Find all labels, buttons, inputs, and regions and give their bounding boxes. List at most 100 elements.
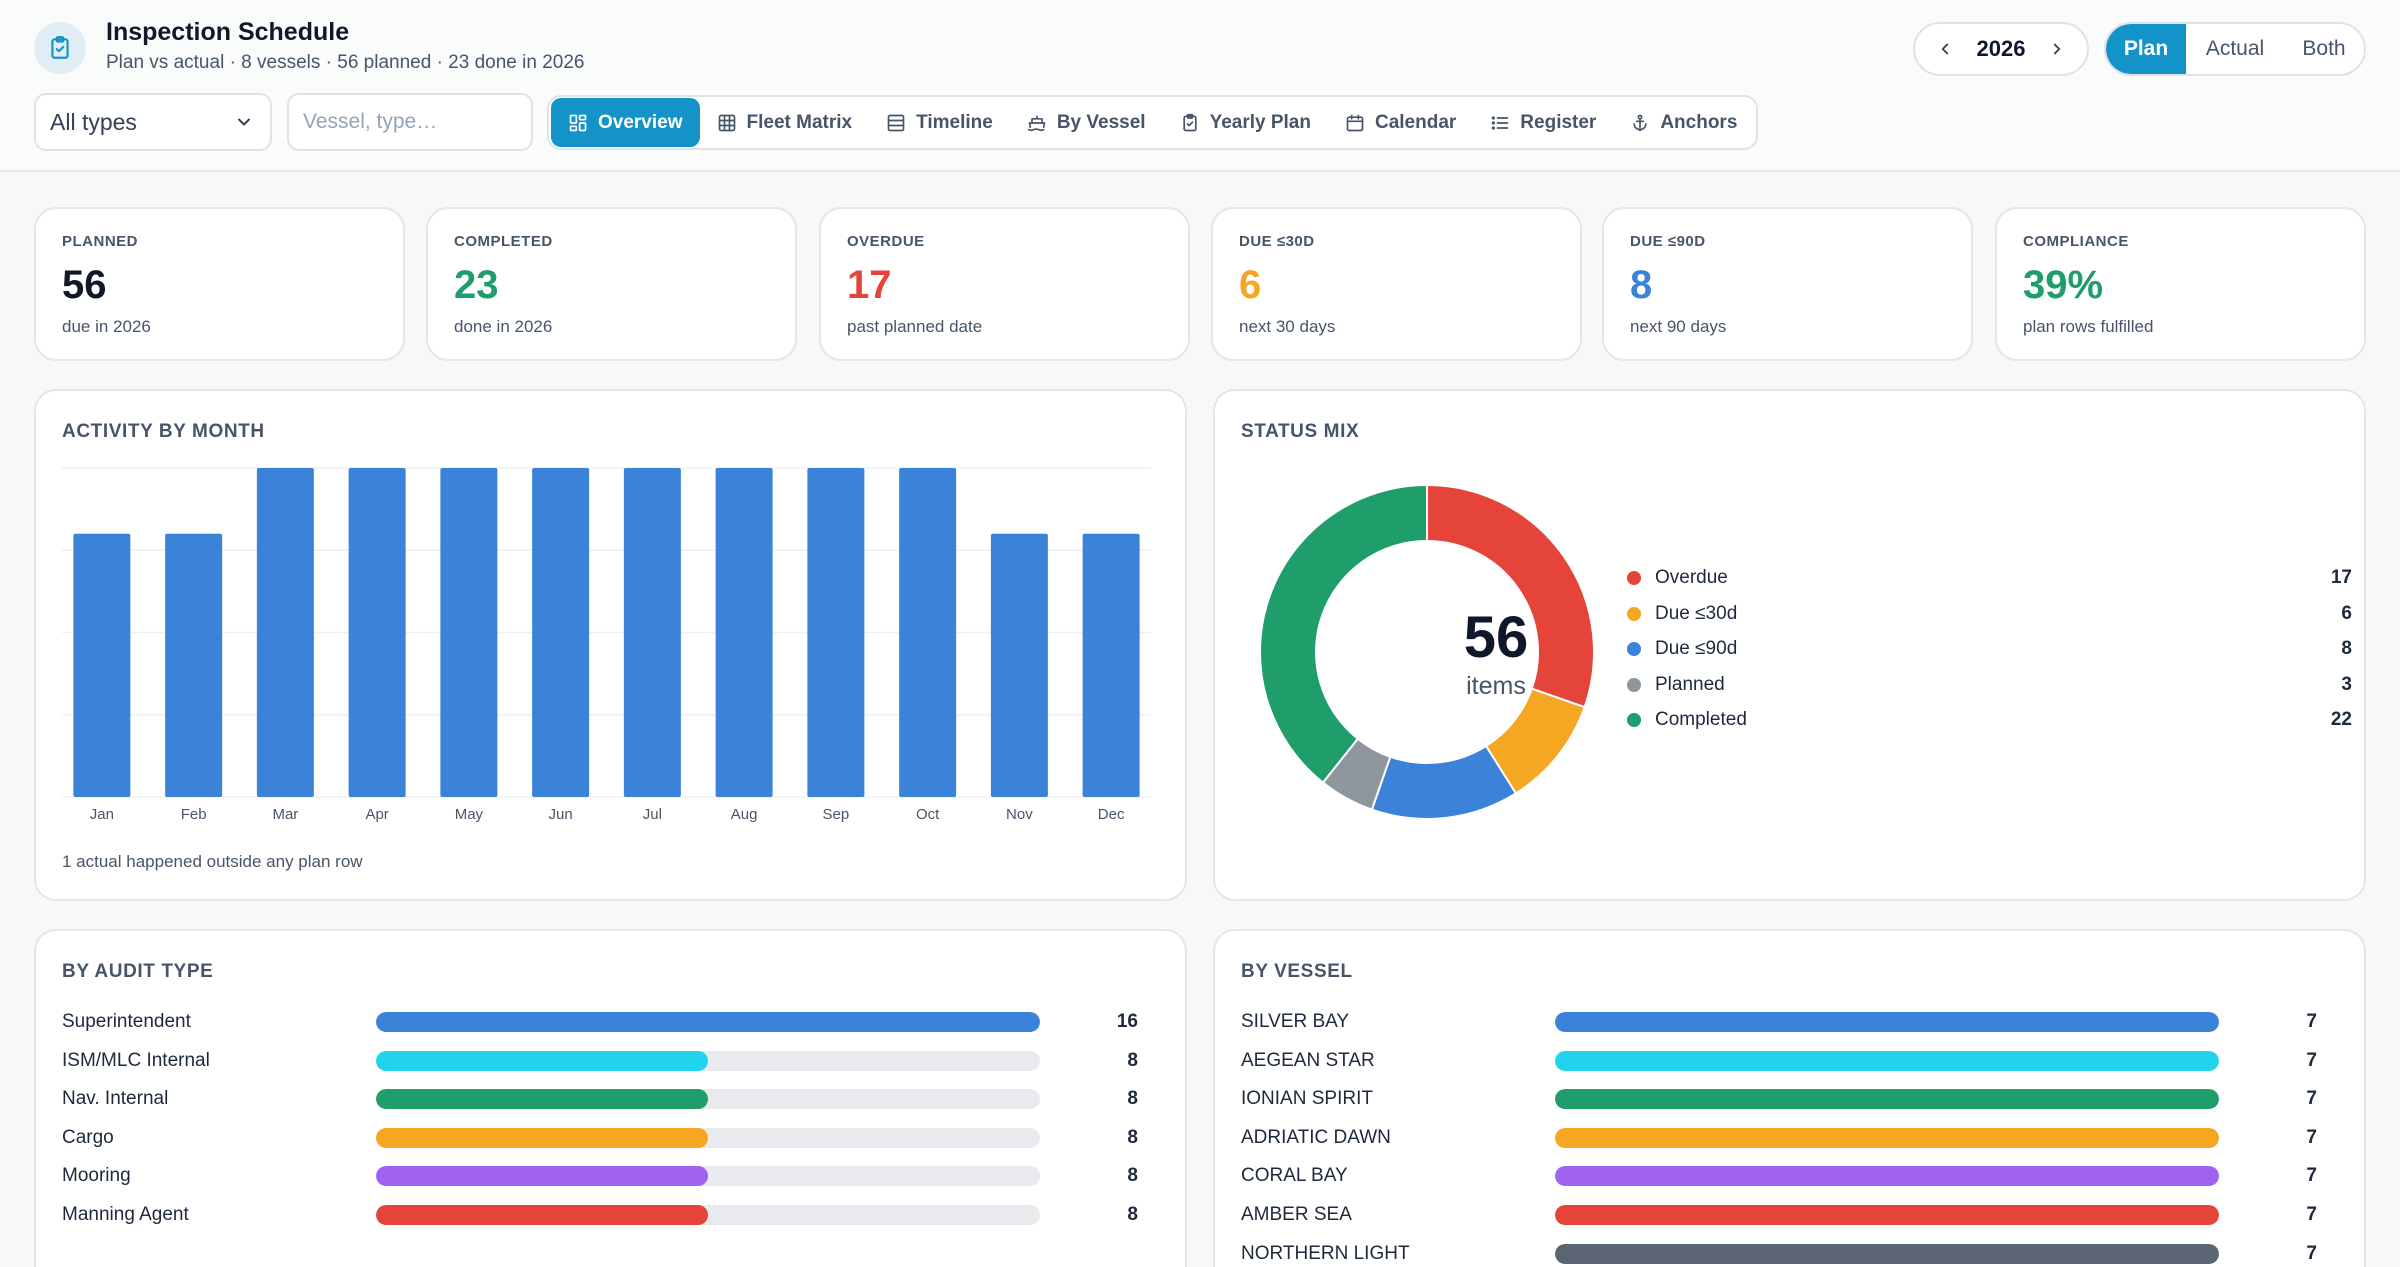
bar-row-count: 8 (1127, 1126, 1138, 1148)
bar-row-label: NORTHERN LIGHT (1241, 1242, 1410, 1264)
bar-track (1555, 1012, 2219, 1032)
type-filter-select[interactable]: All types (34, 93, 272, 151)
page-title: Inspection Schedule (106, 18, 350, 46)
calendar-icon (1346, 114, 1364, 131)
legend-label: Completed (1655, 709, 1747, 730)
bar-row-count: 8 (1127, 1049, 1138, 1071)
bar-row: Cargo 8 (62, 1125, 1162, 1151)
kpi-value: 39% (2023, 263, 2104, 307)
kpi-value: 8 (1630, 263, 1653, 307)
bar-fill (376, 1050, 708, 1071)
kpi-value: 23 (454, 263, 499, 307)
bar-sep (807, 468, 865, 797)
month-label: Aug (730, 806, 758, 823)
bar-row-count: 7 (2306, 1242, 2317, 1264)
donut-slice-completed (1259, 483, 1428, 784)
tab-register[interactable]: Register (1473, 98, 1613, 147)
tab-by-vessel[interactable]: By Vessel (1010, 98, 1163, 147)
bar-fill (1555, 1012, 2219, 1032)
tab-label: Register (1520, 111, 1597, 133)
bar-row-label: Cargo (62, 1126, 114, 1148)
tab-label: Overview (598, 111, 683, 133)
month-label: Jan (89, 806, 114, 823)
audit-type-title: BY AUDIT TYPE (62, 961, 214, 982)
audit-type-panel: BY AUDIT TYPE Superintendent 16 ISM/MLC In… (34, 929, 1187, 1267)
bar-row: CORAL BAY 7 (1241, 1163, 2341, 1189)
bar-row-count: 8 (1127, 1165, 1138, 1187)
search-input[interactable] (287, 93, 533, 151)
legend-item: Due ≤30d 6 (1627, 601, 2352, 627)
bar-feb (165, 533, 223, 797)
month-label: Jun (548, 806, 573, 823)
bar-row: SILVER BAY 7 (1241, 1009, 2341, 1035)
bar-row-label: ISM/MLC Internal (62, 1049, 210, 1071)
bar-track (1555, 1243, 2219, 1264)
legend-label: Overdue (1655, 567, 1728, 588)
activity-bar-chart (62, 467, 1151, 798)
legend-dot (1627, 642, 1641, 656)
type-filter-value: All types (50, 109, 137, 135)
tab-overview[interactable]: Overview (551, 98, 700, 147)
tab-calendar[interactable]: Calendar (1328, 98, 1473, 147)
list-icon (1491, 115, 1509, 130)
bar-row: NORTHERN LIGHT 7 (1241, 1241, 2341, 1267)
kpi-due-90: DUE ≤90D 8 next 90 days (1602, 207, 1973, 361)
kpi-value: 56 (62, 263, 107, 307)
legend-dot (1627, 606, 1641, 621)
bar-track (376, 1050, 1040, 1071)
bar-row: ADRIATIC DAWN 7 (1241, 1125, 2341, 1151)
kpi-label: COMPLIANCE (2023, 233, 2129, 250)
clipboard-check-icon (34, 22, 86, 74)
bar-track (376, 1205, 1040, 1225)
chevron-right-icon[interactable] (2037, 24, 2077, 74)
vessel-title: BY VESSEL (1241, 961, 1353, 982)
kpi-completed: COMPLETED 23 done in 2026 (426, 207, 797, 361)
bar-row-label: AEGEAN STAR (1241, 1049, 1375, 1071)
bar-row: AMBER SEA 7 (1241, 1202, 2341, 1228)
grid-icon (569, 114, 587, 131)
bar-aug (715, 468, 773, 797)
status-mix-panel: STATUS MIX 56 items Overdue 17 Due ≤30d 6 Du… (1213, 389, 2366, 901)
chevron-left-icon[interactable] (1925, 24, 1965, 74)
mode-plan-button[interactable]: Plan (2106, 24, 2186, 74)
bar-fill (1555, 1050, 2219, 1071)
bar-fill (376, 1012, 1040, 1032)
tab-yearly-plan[interactable]: Yearly Plan (1163, 98, 1328, 147)
month-label: Dec (1097, 806, 1125, 823)
tab-anchors[interactable]: Anchors (1613, 98, 1754, 147)
bar-row-count: 7 (2306, 1204, 2317, 1225)
bar-jul (623, 468, 681, 797)
tab-label: By Vessel (1056, 111, 1146, 133)
kpi-sub: due in 2026 (62, 317, 151, 336)
bar-fill (376, 1205, 708, 1225)
bar-row-label: Superintendent (62, 1011, 191, 1032)
bar-fill (1555, 1127, 2219, 1148)
legend-count: 22 (2330, 709, 2352, 730)
tab-fleet-matrix[interactable]: Fleet Matrix (700, 98, 870, 147)
kpi-sub: next 30 days (1239, 317, 1336, 336)
kpi-planned: PLANNED 56 due in 2026 (34, 207, 405, 361)
bar-track (1555, 1205, 2219, 1225)
bar-mar (256, 468, 314, 797)
bar-row: Manning Agent 8 (62, 1202, 1162, 1228)
donut-slice-overdue (1426, 483, 1595, 709)
legend-dot (1627, 571, 1641, 585)
bar-row-label: SILVER BAY (1241, 1011, 1350, 1032)
bar-jun (532, 468, 590, 797)
kpi-label: DUE ≤30D (1239, 233, 1315, 250)
bar-row: AEGEAN STAR 7 (1241, 1048, 2341, 1074)
table-icon (718, 114, 735, 131)
tab-timeline[interactable]: Timeline (869, 98, 1010, 147)
mode-actual-button[interactable]: Actual (2205, 37, 2265, 60)
bar-jan (73, 533, 131, 797)
bar-row-label: IONIAN SPIRIT (1241, 1088, 1373, 1110)
bar-row-count: 7 (2306, 1011, 2317, 1032)
bar-row: Nav. Internal 8 (62, 1086, 1162, 1112)
mode-both-button[interactable]: Both (2302, 37, 2346, 60)
mode-toggle: Plan Actual Both (2104, 22, 2366, 76)
vessel-panel: BY VESSEL SILVER BAY 7 AEGEAN STAR 7 IONIAN … (1213, 929, 2366, 1267)
bar-fill (1555, 1205, 2219, 1225)
kpi-value: 17 (847, 263, 892, 307)
bar-track (1555, 1166, 2219, 1187)
chevron-down-icon (234, 112, 254, 137)
